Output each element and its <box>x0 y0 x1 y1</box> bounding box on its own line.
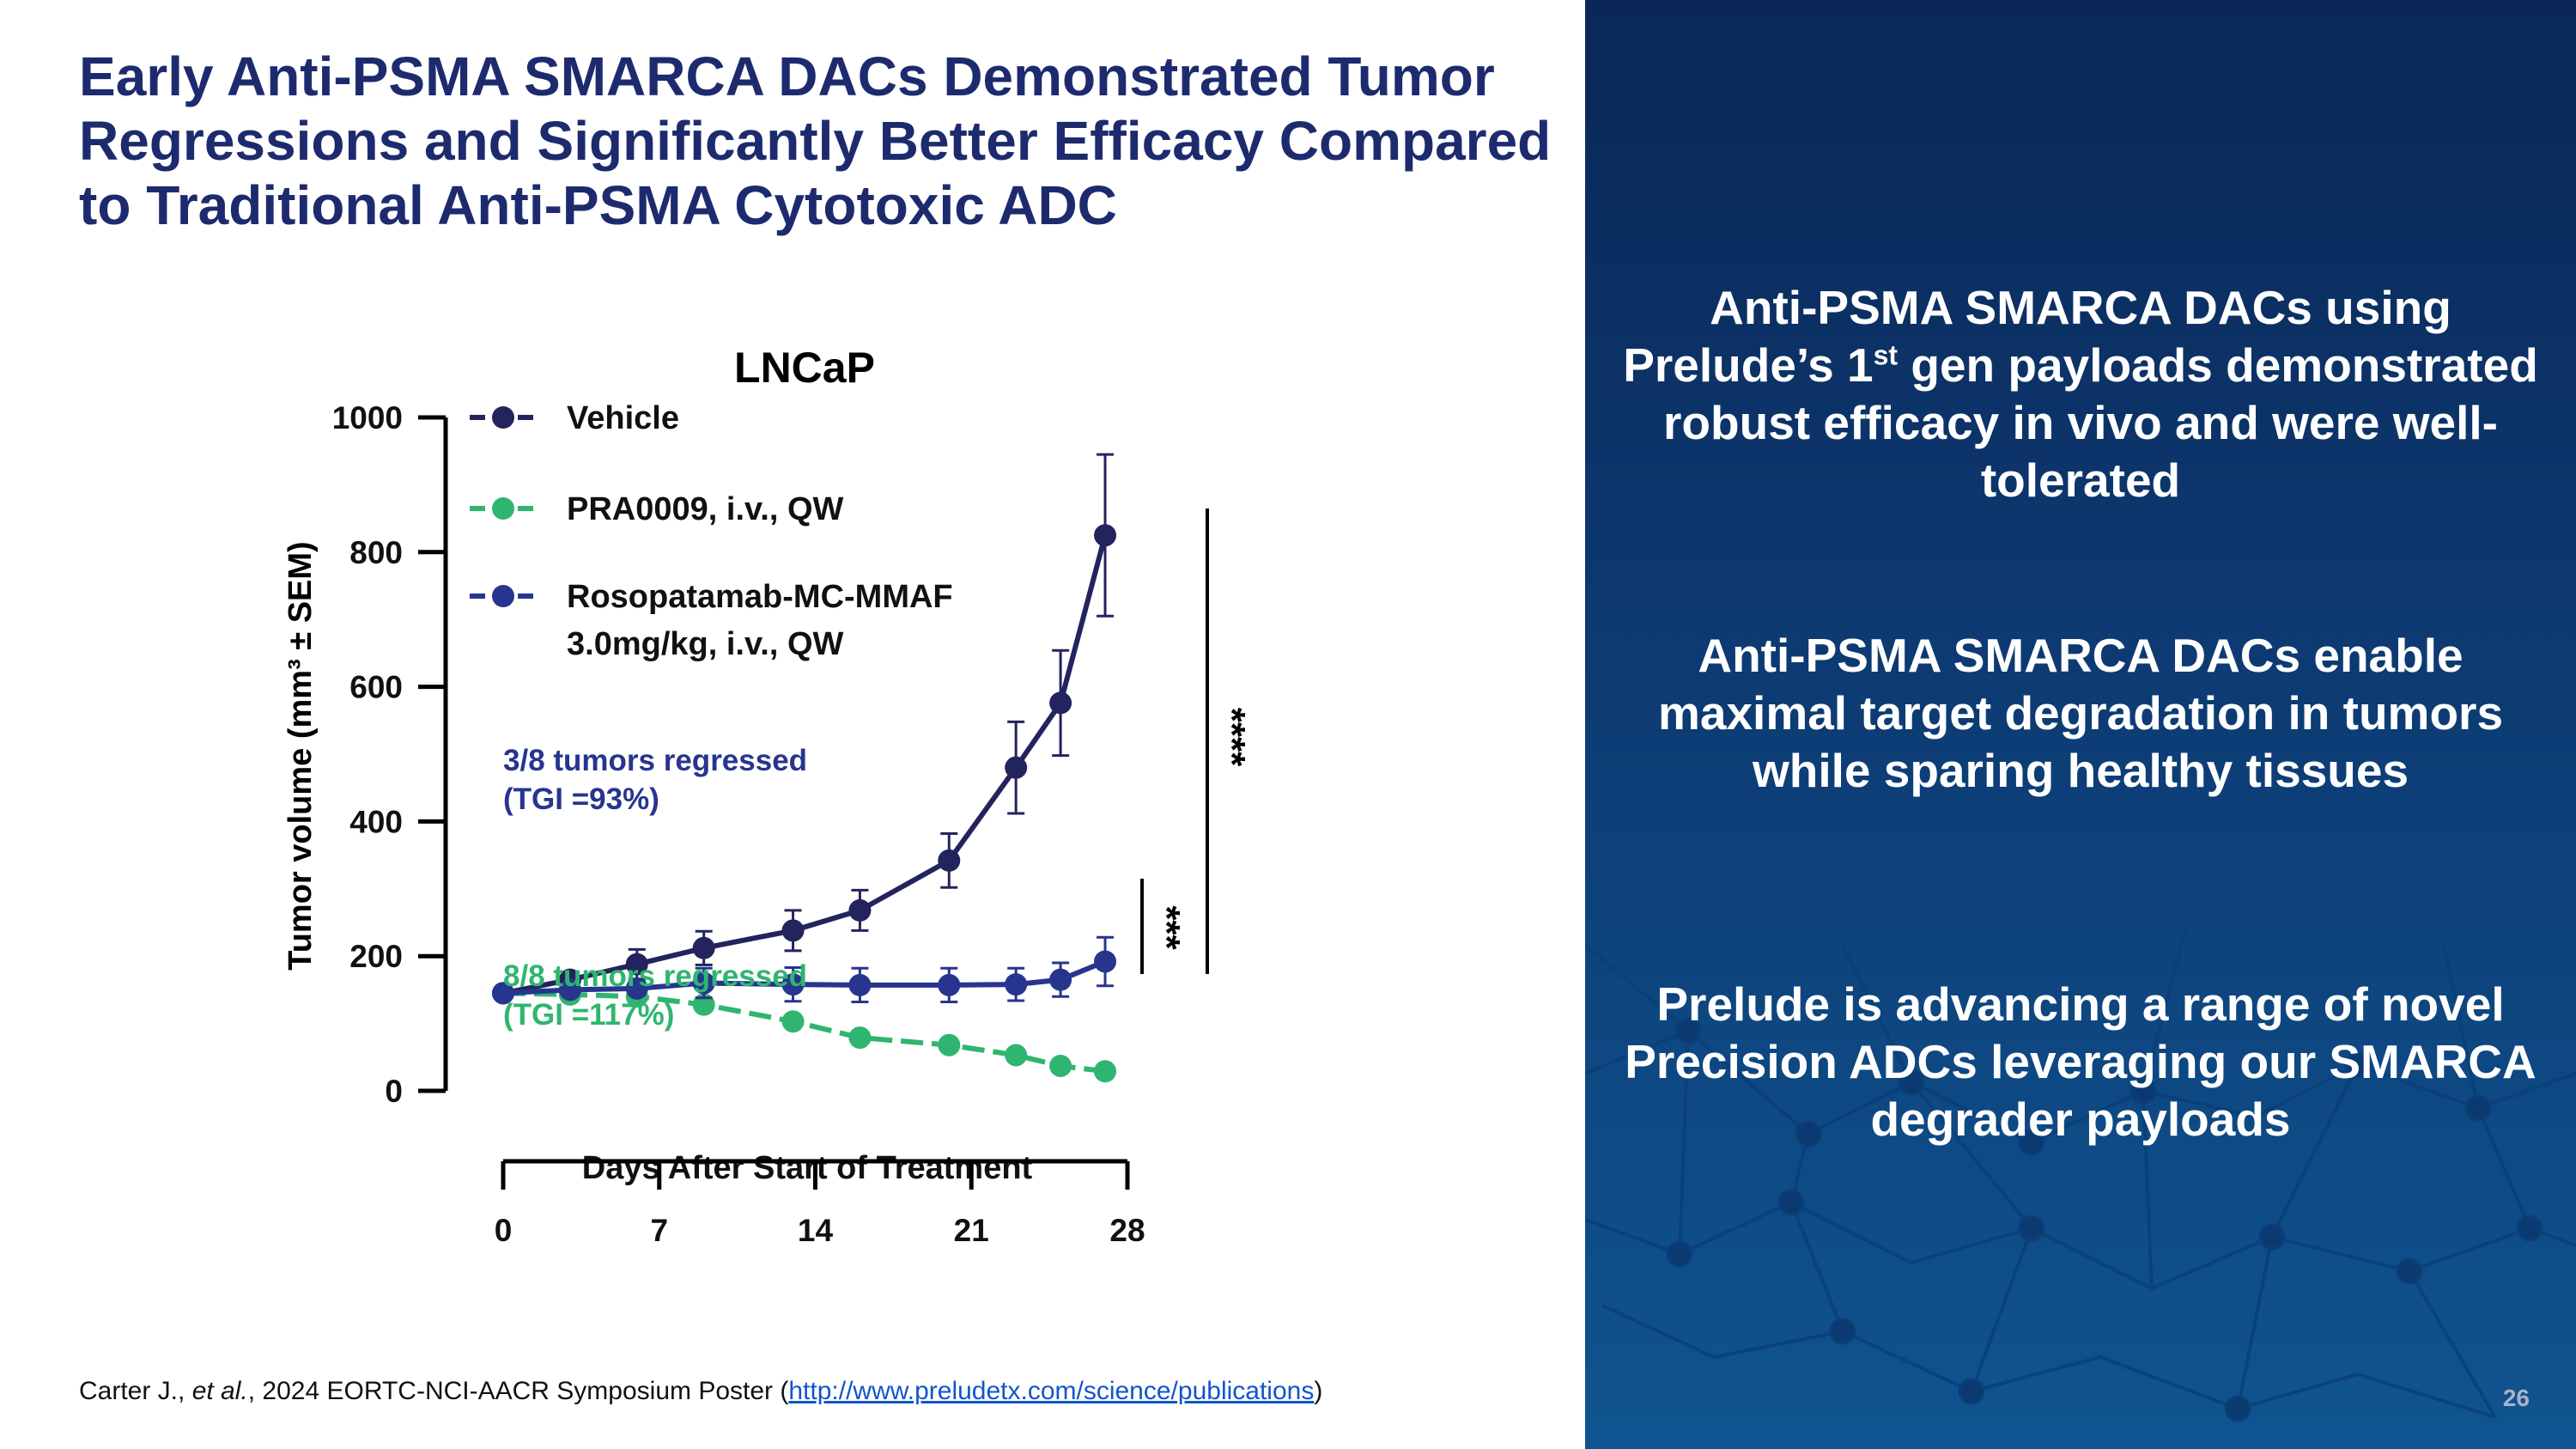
data-point <box>492 982 514 1005</box>
legend-marker <box>492 585 514 607</box>
data-point <box>625 977 648 1000</box>
data-point <box>938 973 961 996</box>
x-tick-label: 7 <box>650 1213 668 1248</box>
y-tick-label: 200 <box>349 939 403 974</box>
tumor-volume-chart: LNCaP Tumor volume (mm³ ± SEM) Days Afte… <box>283 344 1253 1248</box>
data-point <box>1094 524 1117 547</box>
data-point <box>558 978 581 1002</box>
page-number: 26 <box>2502 1385 2530 1411</box>
annotation-pra0009-line2: (TGI =117%) <box>503 998 674 1032</box>
data-point <box>1049 968 1072 991</box>
legend-label: Vehicle <box>567 400 679 436</box>
summary-point-1-text-end: gen payloads demonstrated robust efficac… <box>1663 338 2538 507</box>
legend-label: Rosopatamab-MC-MMAF <box>567 579 953 615</box>
data-point <box>625 953 648 976</box>
y-tick-label: 0 <box>385 1074 403 1109</box>
data-point <box>1005 973 1028 996</box>
annotation-pra0009-line1: 8/8 tumors regressed <box>503 959 807 993</box>
significance-vehicle: **** <box>1211 708 1253 767</box>
data-point <box>1094 1060 1117 1083</box>
page-title: Early Anti-PSMA SMARCA DACs Demonstrated… <box>79 46 1552 236</box>
publications-link[interactable]: http://www.preludetx.com/science/publica… <box>788 1377 1315 1405</box>
y-axis-label: Tumor volume (mm³ ± SEM) <box>283 541 319 970</box>
data-point <box>938 849 961 872</box>
data-point <box>1005 756 1028 779</box>
x-tick-label: 28 <box>1109 1213 1145 1248</box>
annotation-rosopatamab-line1: 3/8 tumors regressed <box>503 744 807 777</box>
y-tick-label: 400 <box>349 804 403 839</box>
summary-point-3: Prelude is advancing a range of novel Pr… <box>1625 977 2537 1146</box>
series-pra0009 <box>492 982 1117 1083</box>
x-axis-label: Days After Start of Treatment <box>582 1150 1033 1186</box>
legend-label-line2: 3.0mg/kg, i.v., QW <box>567 626 844 662</box>
x-tick-label: 14 <box>798 1213 834 1248</box>
y-tick-label: 1000 <box>332 400 403 435</box>
legend-label: PRA0009, i.v., QW <box>567 491 844 527</box>
data-point <box>781 919 805 942</box>
y-tick-label: 600 <box>349 670 403 705</box>
citation-etal: et al. <box>191 1377 248 1405</box>
data-point <box>692 936 715 959</box>
citation-close: ) <box>1314 1377 1323 1405</box>
data-point <box>781 973 805 996</box>
citation-source: , 2024 EORTC-NCI-AACR Symposium Poster ( <box>247 1377 789 1405</box>
series-line <box>502 990 1106 1075</box>
series-line <box>502 959 1107 996</box>
significance-rosopatamab: *** <box>1145 905 1188 950</box>
citation: Carter J., et al., 2024 EORTC-NCI-AACR S… <box>79 1377 1322 1406</box>
series-rosopatamab <box>492 935 1117 1005</box>
data-point <box>1005 1044 1028 1067</box>
data-point <box>848 973 872 996</box>
x-tick-label: 21 <box>954 1213 989 1248</box>
legend-marker <box>492 497 514 520</box>
summary-point-1-text: Anti-PSMA SMARCA DACs using Prelude’s 1 <box>1623 281 2451 392</box>
series-line <box>502 534 1108 996</box>
data-point <box>781 1010 805 1033</box>
summary-point-1: Anti-PSMA SMARCA DACs using Prelude’s 1s… <box>1619 279 2542 509</box>
summary-point-2: Anti-PSMA SMARCA DACs enable maximal tar… <box>1657 629 2504 797</box>
chart-title: LNCaP <box>734 344 875 392</box>
data-point <box>848 898 872 922</box>
network-background-graphic <box>1585 927 2576 1422</box>
citation-authors: Carter J., <box>79 1377 192 1405</box>
y-tick-label: 800 <box>349 535 403 570</box>
data-point <box>1049 1054 1072 1077</box>
superscript: st <box>1873 339 1899 371</box>
data-point <box>1049 691 1072 715</box>
x-tick-label: 0 <box>495 1213 513 1248</box>
data-point <box>692 971 715 995</box>
data-point <box>848 1026 872 1050</box>
legend-marker <box>492 406 514 429</box>
annotation-rosopatamab-line2: (TGI =93%) <box>503 782 659 816</box>
series-vehicle <box>492 453 1117 1005</box>
data-point <box>1094 950 1117 973</box>
data-point <box>938 1033 961 1056</box>
summary-panel: Anti-PSMA SMARCA DACs using Prelude’s 1s… <box>1585 0 2576 1449</box>
